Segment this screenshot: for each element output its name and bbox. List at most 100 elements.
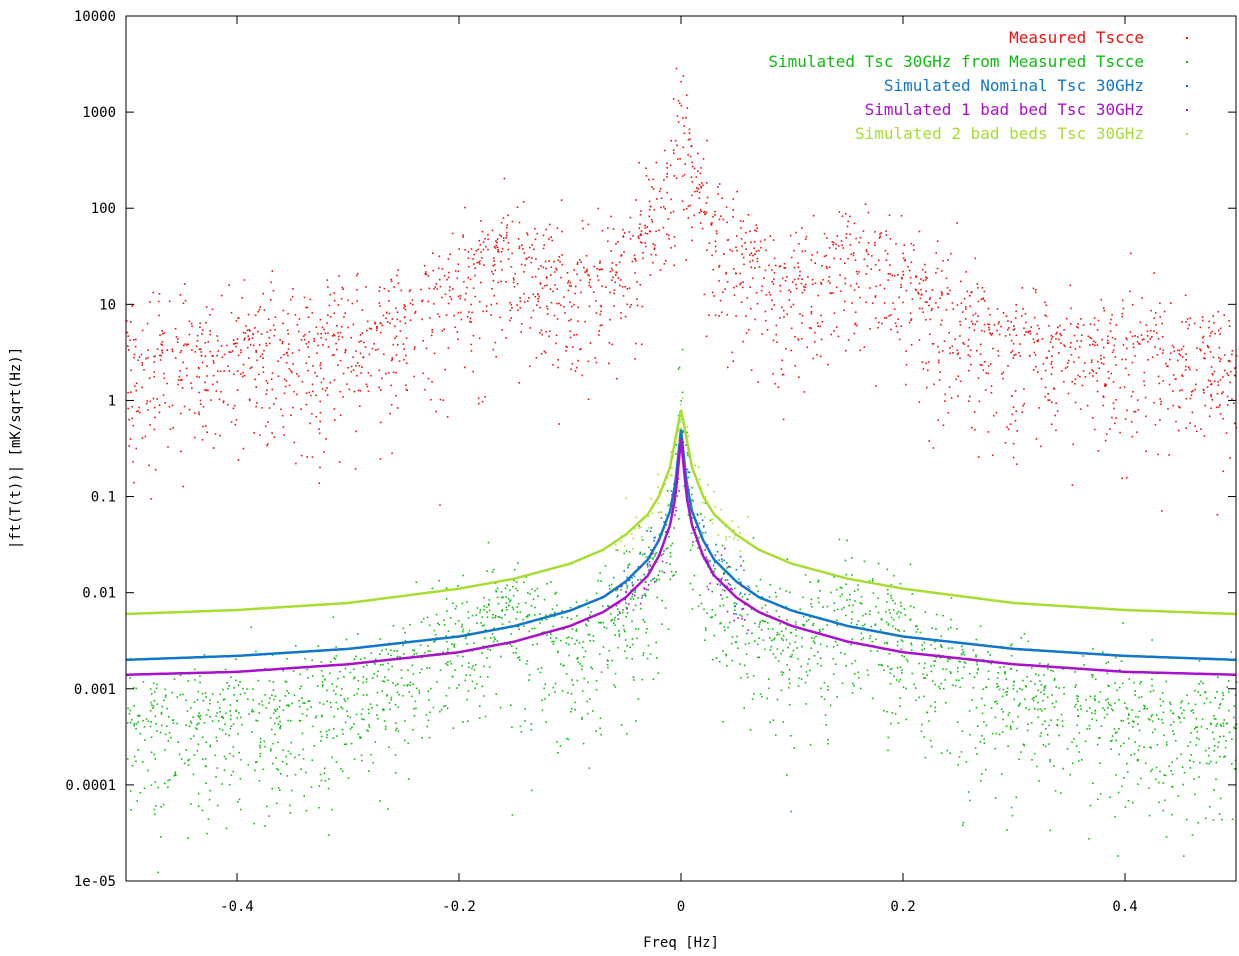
data-point [177,338,179,340]
data-point [739,663,741,665]
data-point [915,631,918,633]
data-point [841,593,843,596]
data-point [810,647,812,649]
data-point [616,588,619,591]
data-point [392,625,395,627]
data-point [361,309,364,311]
data-point [533,627,536,630]
data-point [503,177,506,180]
data-point [606,605,609,607]
data-point [874,296,877,298]
data-point [968,369,970,372]
data-point [907,660,909,663]
data-point [1079,705,1082,707]
data-point [1229,381,1231,384]
data-point [550,301,553,304]
data-point [644,242,646,244]
data-point [150,693,153,695]
data-point [150,721,152,723]
data-point [970,363,972,366]
data-point [740,677,742,679]
data-point [930,665,932,667]
data-point [886,641,888,644]
data-point [415,707,417,710]
data-point [597,207,600,210]
data-point [725,271,728,274]
data-point [739,592,742,594]
data-point [1077,715,1079,717]
data-point [261,407,263,409]
data-point [868,580,871,582]
data-point [342,733,344,735]
data-point [523,625,525,627]
data-point [974,747,977,749]
data-point [819,643,822,646]
data-point [721,577,723,580]
data-point [259,752,262,755]
data-point [700,551,702,553]
data-point [836,644,839,646]
data-point [1203,435,1206,437]
data-point [716,583,719,585]
data-point [715,543,717,546]
data-point [944,400,946,402]
data-point [1122,622,1124,625]
data-point [233,343,235,345]
data-point [785,627,787,630]
data-point [1124,806,1127,808]
data-point [364,346,367,348]
data-point [493,263,496,266]
data-point [809,581,812,583]
data-point [646,628,648,630]
data-point [1118,753,1120,756]
data-point [1162,711,1165,714]
data-point [745,248,747,250]
data-point [339,390,342,393]
data-point [190,803,192,805]
data-point [646,562,649,565]
data-point [766,611,769,614]
data-point [279,720,281,723]
data-point [1180,701,1182,704]
data-point [1130,421,1133,423]
data-point [1040,691,1042,694]
data-point [885,317,888,319]
data-point [622,228,624,231]
data-point [555,637,558,639]
data-point [472,370,474,373]
data-point [845,573,847,576]
data-point [132,461,134,463]
data-point [268,815,270,817]
data-point [454,623,457,625]
data-point [892,302,894,304]
data-point [514,272,516,275]
data-point [866,669,869,672]
data-point [162,803,165,806]
data-point [413,715,416,717]
data-point [814,331,816,334]
data-point [586,625,588,627]
data-point [657,574,659,576]
data-point [1214,332,1216,335]
data-point [1188,366,1190,369]
data-point [282,669,284,672]
data-point [938,351,940,353]
data-point [783,309,785,312]
data-point [366,694,368,696]
data-point [1204,817,1207,820]
data-point [661,570,664,573]
data-point [874,244,876,246]
data-point [1077,374,1079,377]
data-point [940,323,942,326]
data-point [141,437,144,439]
data-point [448,271,450,274]
data-point [353,723,355,725]
data-point [901,277,903,280]
data-point [704,516,706,518]
data-point [1023,402,1026,405]
data-point [218,728,221,730]
data-point [255,351,258,353]
data-point [855,237,857,240]
data-point [1132,720,1134,722]
data-point [271,728,273,731]
